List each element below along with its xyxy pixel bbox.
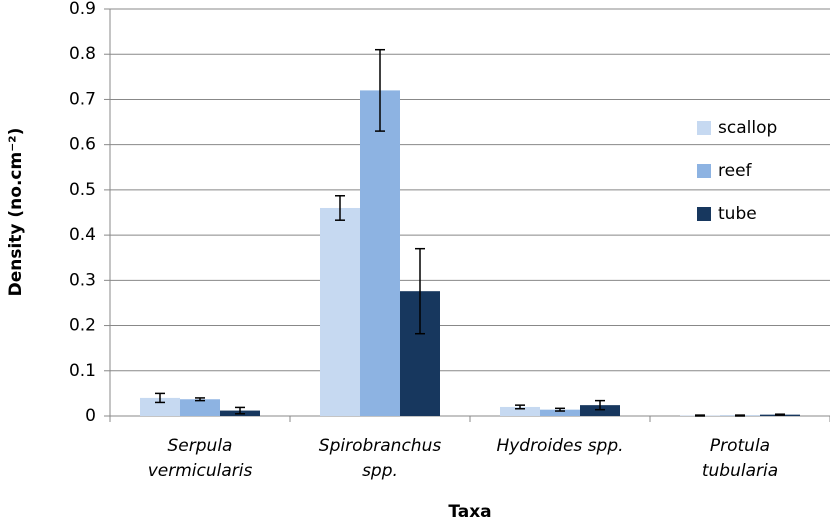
legend-swatch (697, 207, 711, 221)
bar (580, 405, 620, 416)
legend-label: reef (718, 161, 753, 181)
y-tick-label: 0.1 (69, 361, 96, 381)
bar (180, 399, 220, 416)
bar (320, 207, 360, 416)
x-tick-label: Serpula vermicularis (147, 436, 253, 481)
x-tick-label: Hydroides spp. (496, 436, 624, 456)
x-tick-label: Protula tubularia (701, 436, 779, 481)
bar (360, 90, 400, 417)
x-tick-label: Spirobranchus spp. (318, 436, 442, 481)
y-tick-label: 0 (85, 406, 96, 426)
legend-label: scallop (718, 118, 777, 138)
legend-label: tube (718, 204, 757, 224)
legend-swatch (697, 164, 711, 178)
y-tick-label: 0.8 (69, 44, 96, 64)
x-axis-title: Taxa (448, 502, 491, 522)
bar (140, 397, 180, 416)
y-tick-label: 0.7 (69, 89, 96, 109)
y-tick-label: 0.9 (69, 0, 96, 19)
bar (500, 406, 540, 416)
y-tick-label: 0.3 (69, 270, 96, 290)
y-tick-label: 0.2 (69, 316, 96, 336)
legend-swatch (697, 121, 711, 135)
y-axis-title: Density (no.cm⁻²) (6, 128, 26, 297)
y-tick-label: 0.5 (69, 180, 96, 200)
y-tick-label: 0.6 (69, 135, 96, 155)
bar (540, 409, 580, 416)
y-tick-label: 0.4 (69, 225, 96, 245)
